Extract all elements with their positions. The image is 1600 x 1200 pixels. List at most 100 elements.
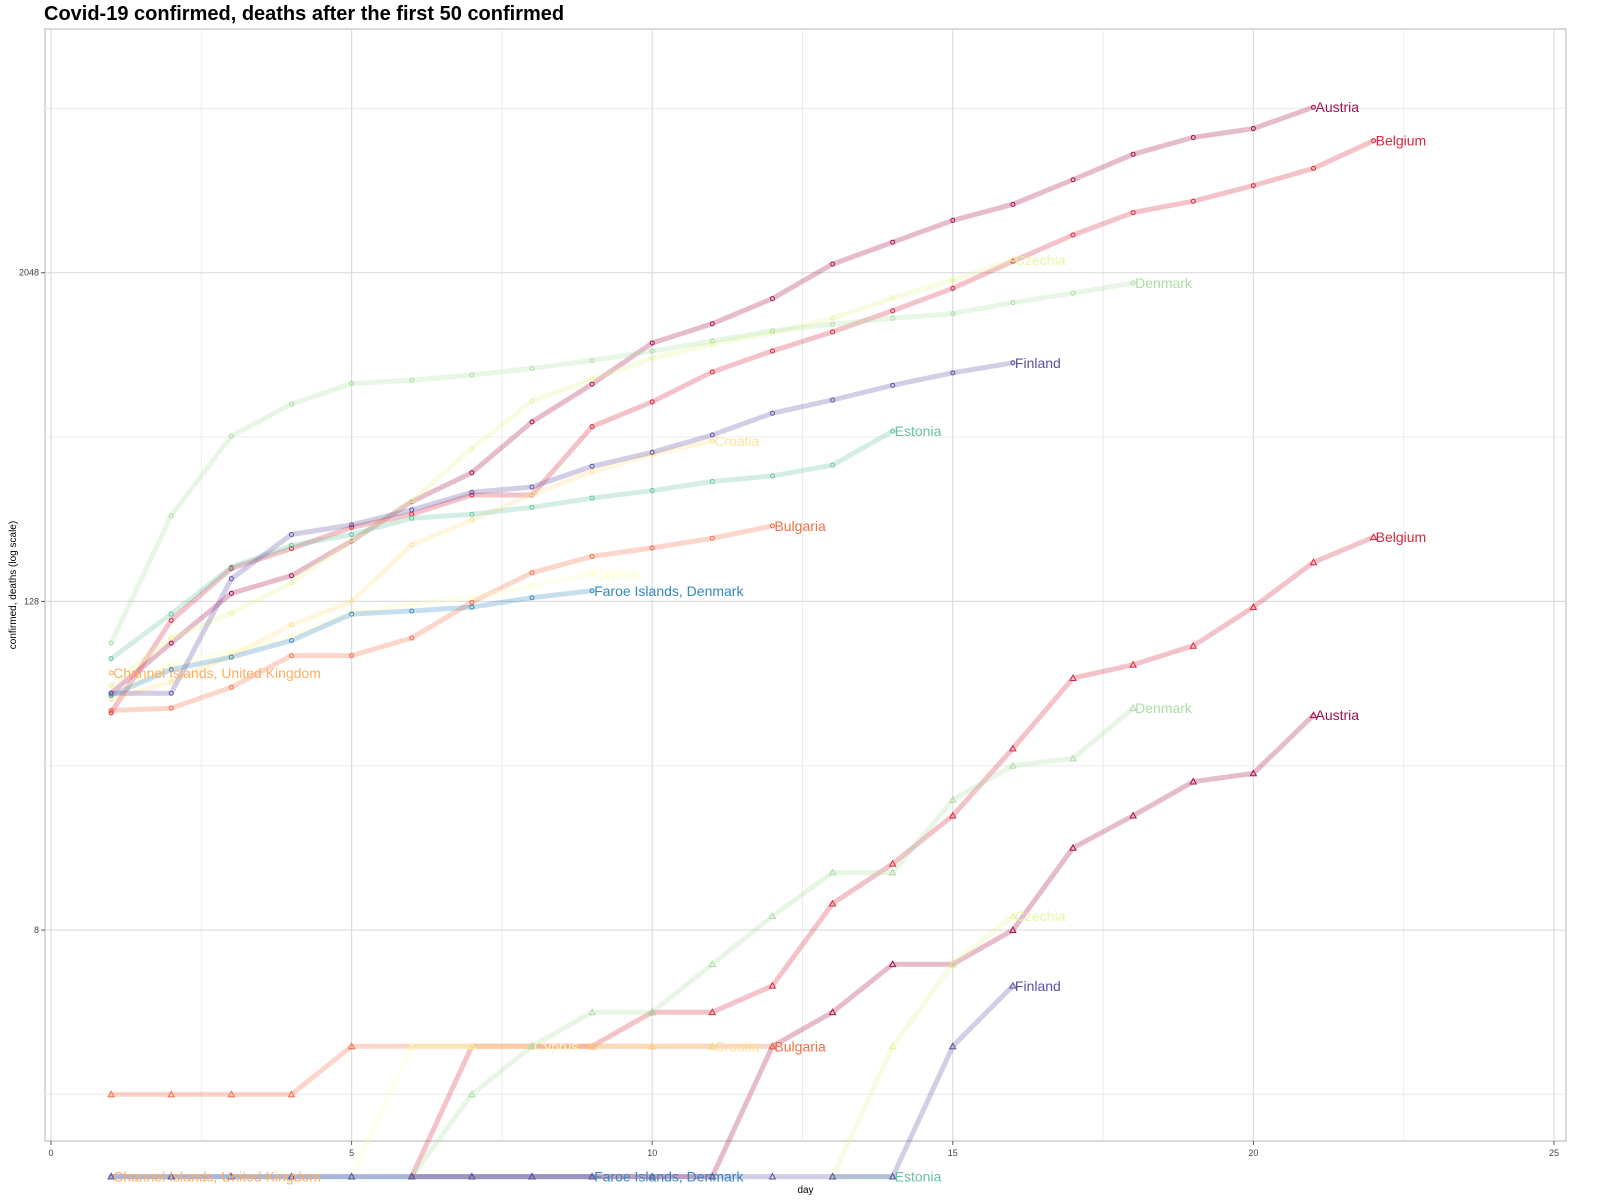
series-line <box>108 360 1016 696</box>
data-point <box>1069 674 1077 682</box>
data-point <box>709 478 715 484</box>
data-point <box>768 981 777 989</box>
data-point <box>1189 641 1198 649</box>
data-point <box>769 348 775 354</box>
data-point <box>108 670 114 676</box>
data-point <box>1010 257 1016 263</box>
data-point <box>529 570 535 576</box>
data-point <box>228 576 234 582</box>
data-point <box>589 424 595 430</box>
data-point <box>890 428 896 434</box>
data-point <box>1069 754 1077 762</box>
series-line <box>108 104 1316 696</box>
data-point <box>649 340 655 346</box>
data-point <box>167 1090 176 1098</box>
data-point <box>469 446 475 452</box>
data-point <box>227 1172 236 1180</box>
data-point <box>648 1172 657 1180</box>
x-tick-label: 5 <box>349 1148 354 1158</box>
data-point <box>589 588 595 594</box>
data-point <box>409 377 415 383</box>
data-point <box>589 357 595 363</box>
data-point <box>1309 558 1318 566</box>
series-label: Finland <box>1015 978 1061 994</box>
data-point <box>108 682 114 688</box>
data-point <box>888 859 897 867</box>
data-point <box>709 535 715 541</box>
series-label: Channel Islands, United Kingdom <box>113 665 321 681</box>
data-point <box>830 462 836 468</box>
data-point <box>469 595 475 601</box>
data-point <box>349 537 355 543</box>
data-point <box>768 912 777 920</box>
series-line <box>409 705 1136 1180</box>
series-label: Czechia <box>1015 908 1066 924</box>
data-point <box>168 705 174 711</box>
data-point <box>888 1042 897 1050</box>
data-point <box>409 602 415 608</box>
data-point <box>407 1042 416 1050</box>
data-point <box>168 640 174 646</box>
y-axis-title: confirmed, deaths (log scale) <box>8 521 19 649</box>
data-point <box>1010 300 1016 306</box>
data-point <box>1070 177 1076 183</box>
data-point <box>108 707 114 713</box>
data-point <box>1371 138 1377 144</box>
series-label: Channel Islands, United Kingdom <box>113 1169 321 1185</box>
data-point <box>830 329 836 335</box>
data-point <box>1009 912 1017 920</box>
data-point <box>1129 704 1137 712</box>
data-point <box>529 583 535 589</box>
series-line <box>108 588 595 698</box>
data-point <box>1311 165 1317 171</box>
data-point <box>888 1172 897 1180</box>
series-line <box>108 1043 775 1097</box>
data-point <box>288 580 294 586</box>
data-point <box>1190 134 1196 140</box>
data-point <box>1190 198 1196 204</box>
data-point <box>950 370 956 376</box>
data-point <box>890 315 896 321</box>
data-point <box>708 1172 717 1180</box>
data-point <box>588 1042 596 1050</box>
data-point <box>1069 843 1077 851</box>
data-point <box>108 692 114 698</box>
series-line <box>349 1043 535 1180</box>
series-label: Faroe Islands, Denmark <box>594 1169 744 1185</box>
data-point <box>769 523 775 529</box>
data-point <box>469 604 475 610</box>
data-point <box>409 498 415 504</box>
data-point <box>709 369 715 375</box>
data-point <box>649 449 655 455</box>
data-point <box>168 662 174 668</box>
data-point <box>709 341 715 347</box>
data-point <box>1249 769 1258 777</box>
series-label: Estonia <box>895 1169 942 1185</box>
data-point <box>349 522 355 528</box>
data-point <box>228 610 234 616</box>
data-point <box>830 315 836 321</box>
series-label: Belgium <box>1376 133 1427 149</box>
data-point <box>288 622 294 628</box>
data-point <box>228 433 234 439</box>
series-label: Croatia <box>714 1038 759 1054</box>
data-point <box>1009 761 1017 769</box>
data-point <box>529 484 535 490</box>
data-point <box>948 811 957 819</box>
data-point <box>168 611 174 617</box>
data-point <box>890 382 896 388</box>
data-point <box>828 899 837 907</box>
x-tick-label: 15 <box>948 1148 958 1158</box>
series-line <box>108 438 715 702</box>
series-label: Faroe Islands, Denmark <box>594 583 744 599</box>
data-point <box>529 365 535 371</box>
data-point <box>708 1008 717 1016</box>
data-point <box>469 599 475 605</box>
data-point <box>1009 926 1017 933</box>
data-point <box>228 648 234 654</box>
data-point <box>409 515 415 521</box>
data-point <box>469 492 475 498</box>
data-point <box>409 542 415 548</box>
data-point <box>830 397 836 403</box>
